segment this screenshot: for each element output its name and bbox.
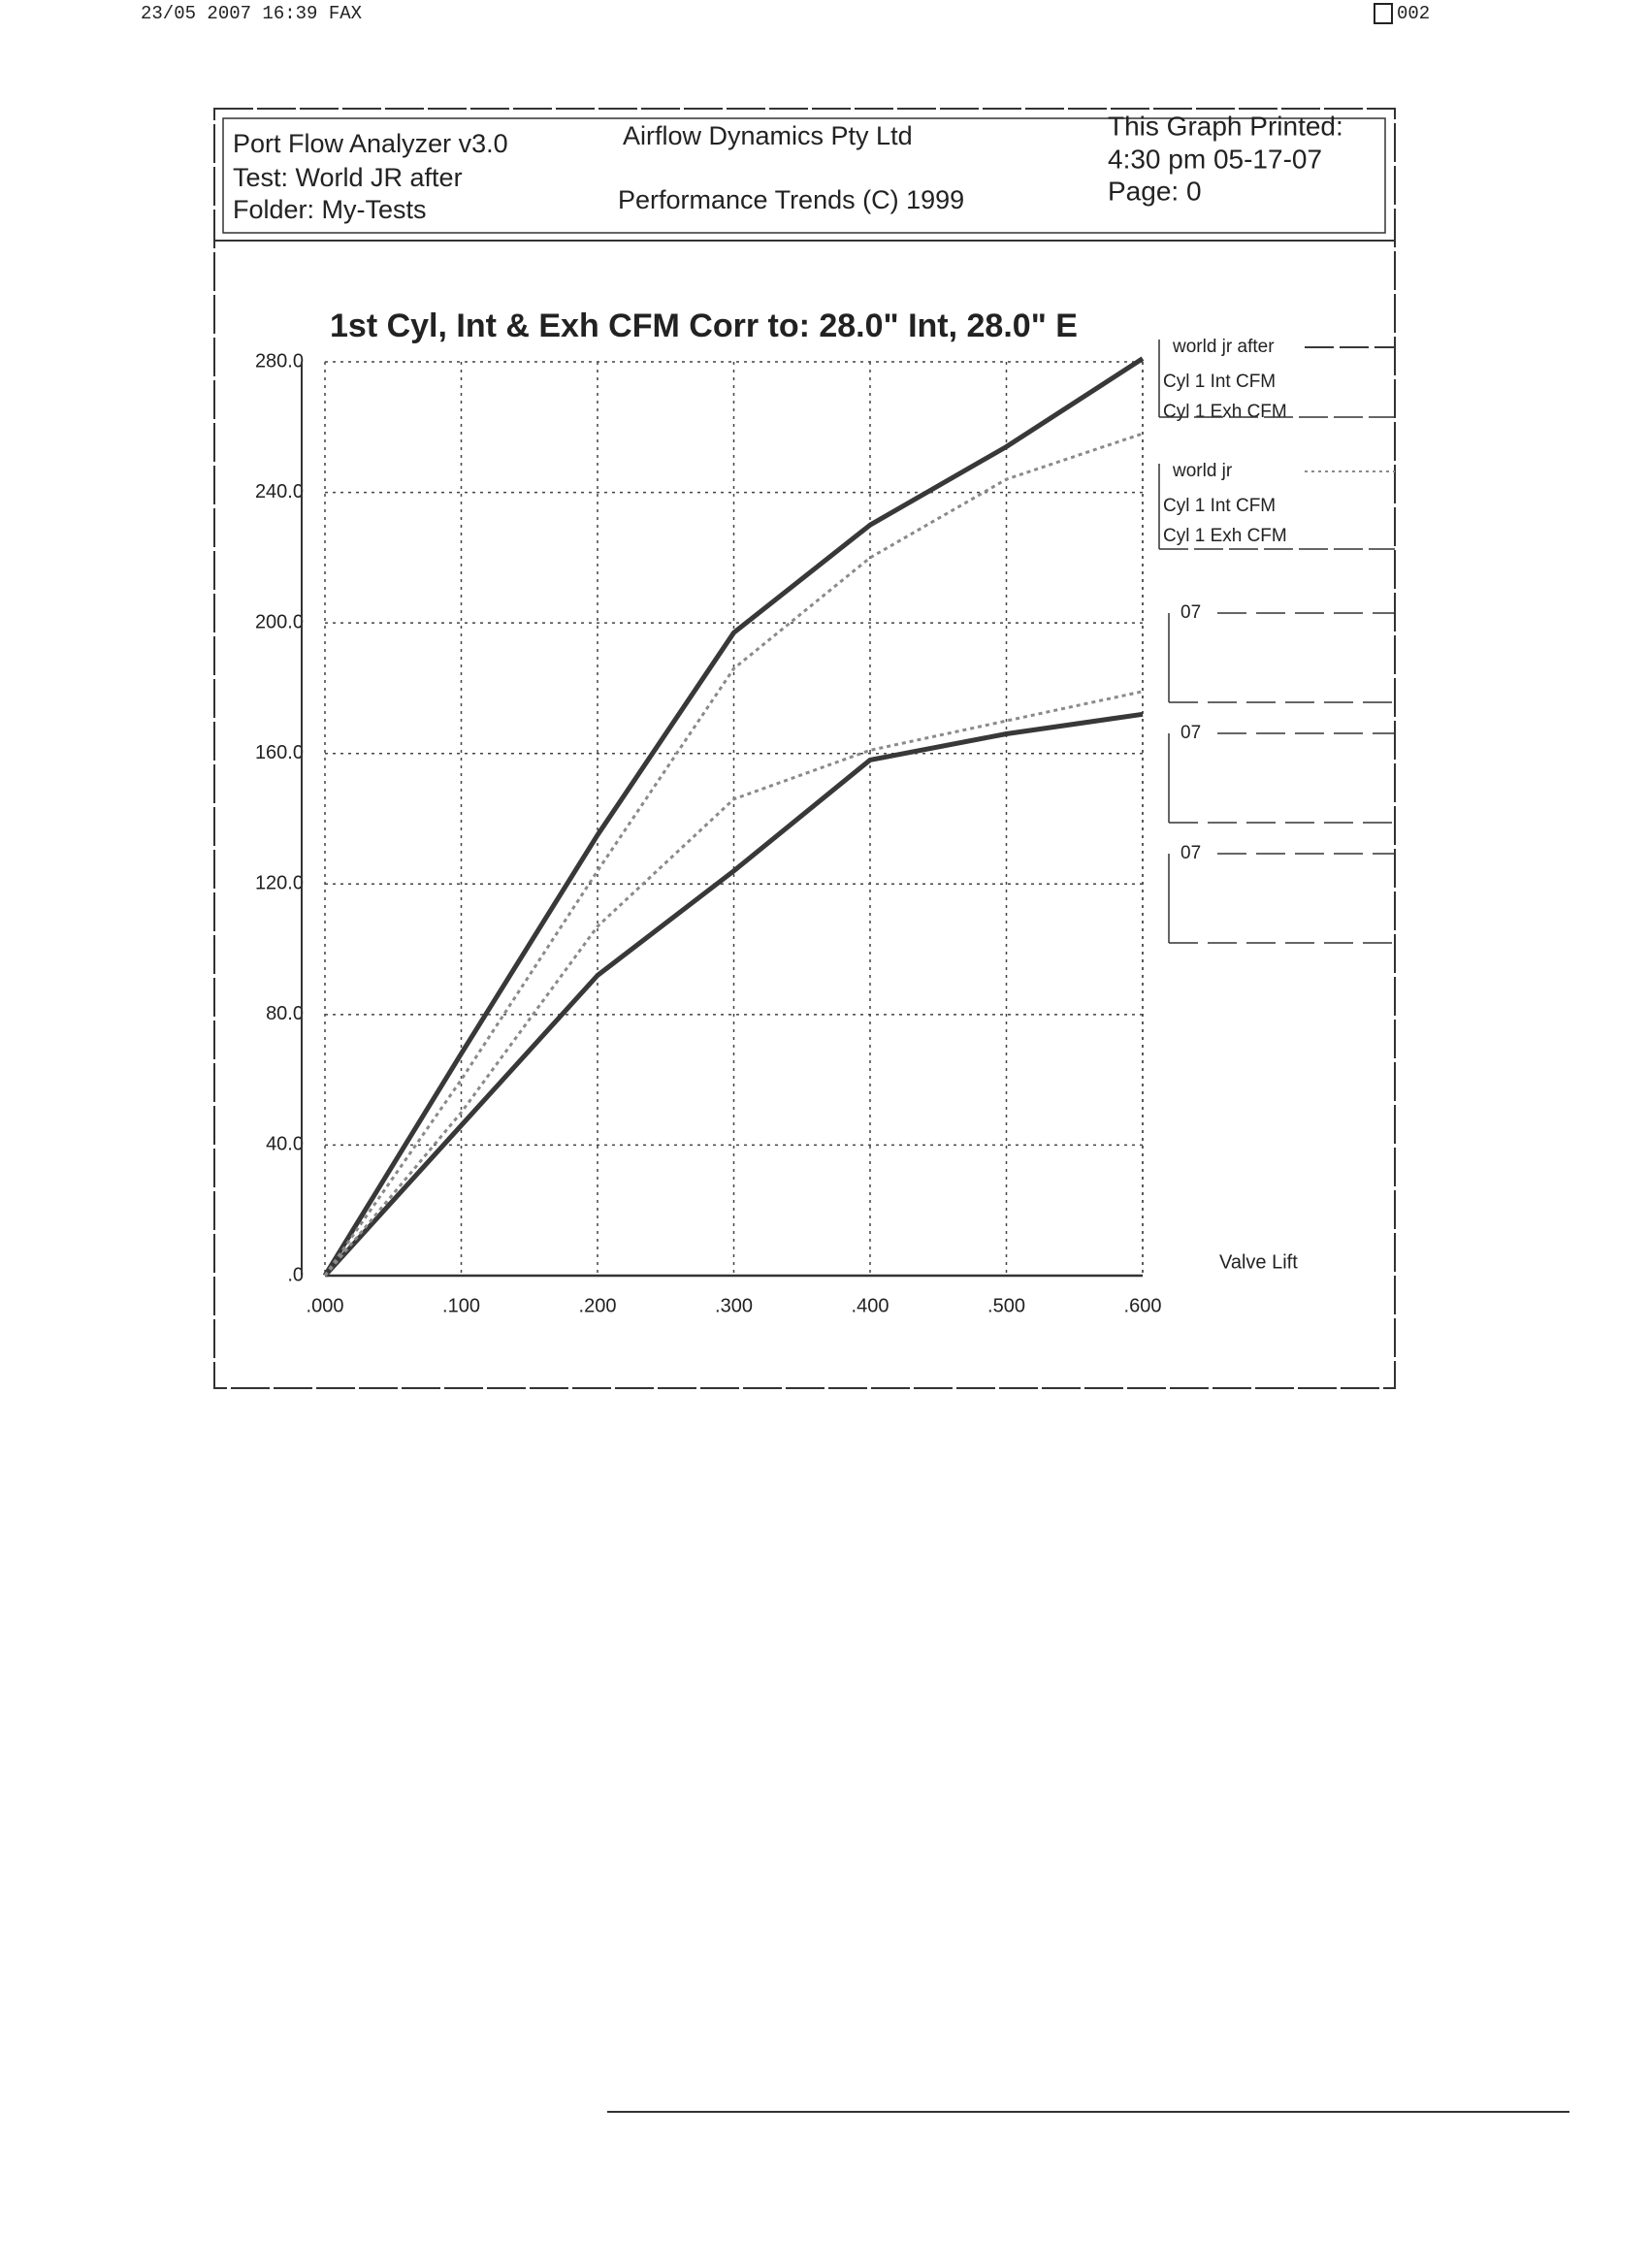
y-tick-label: 80.0	[266, 1003, 304, 1024]
y-tick-label: 240.0	[255, 481, 304, 502]
x-tick-label: .400	[852, 1295, 889, 1316]
fax-page-number: 002	[1397, 3, 1430, 24]
header-box	[222, 117, 1386, 234]
y-tick-label: .0	[287, 1264, 304, 1285]
x-tick-label: .500	[987, 1295, 1025, 1316]
y-tick-label: 120.0	[255, 873, 304, 894]
copyright: Performance Trends (C) 1999	[618, 185, 964, 214]
printed-time: 4:30 pm 05-17-07	[1108, 144, 1322, 174]
x-tick-label: .300	[715, 1295, 753, 1316]
fax-stamp: 23/05 2007 16:39 FAX	[141, 3, 363, 24]
company: Airflow Dynamics Pty Ltd	[623, 121, 913, 150]
legend-entry: Cyl 1 Int CFM	[1163, 372, 1276, 392]
y-tick-label: 40.0	[266, 1134, 304, 1155]
legend-entry: Cyl 1 Exh CFM	[1163, 526, 1287, 546]
x-axis-label: Valve Lift	[1219, 1251, 1298, 1273]
series-line	[323, 432, 1144, 1277]
series-line	[323, 711, 1144, 1278]
y-tick-label: 280.0	[255, 350, 304, 372]
legend-group-title: world jr	[1172, 461, 1233, 481]
legend-group-title: 07	[1180, 723, 1201, 743]
legend-entry: Cyl 1 Int CFM	[1163, 496, 1276, 516]
report-frame	[213, 108, 1396, 1389]
y-tick-label: 200.0	[255, 611, 304, 632]
test: Test: World JR after	[233, 163, 463, 192]
chart-title: 1st Cyl, Int & Exh CFM Corr to: 28.0" In…	[330, 308, 1078, 344]
series-line	[323, 690, 1144, 1277]
legend-group-title: 07	[1180, 602, 1201, 623]
program: Port Flow Analyzer v3.0	[233, 129, 508, 158]
y-tick-label: 160.0	[255, 742, 304, 763]
legend-entry: Cyl 1 Exh CFM	[1163, 402, 1287, 422]
fax-icon	[1374, 3, 1393, 24]
folder: Folder: My-Tests	[233, 195, 427, 224]
x-tick-label: .600	[1124, 1295, 1162, 1316]
page-label: Page: 0	[1108, 176, 1202, 206]
series-line	[322, 356, 1145, 1278]
x-tick-label: .000	[307, 1295, 344, 1316]
legend-group-title: world jr after	[1172, 337, 1275, 357]
printed-label: This Graph Printed:	[1108, 111, 1343, 141]
x-tick-label: .200	[579, 1295, 617, 1316]
legend-group-title: 07	[1180, 843, 1201, 863]
x-tick-label: .100	[442, 1295, 480, 1316]
